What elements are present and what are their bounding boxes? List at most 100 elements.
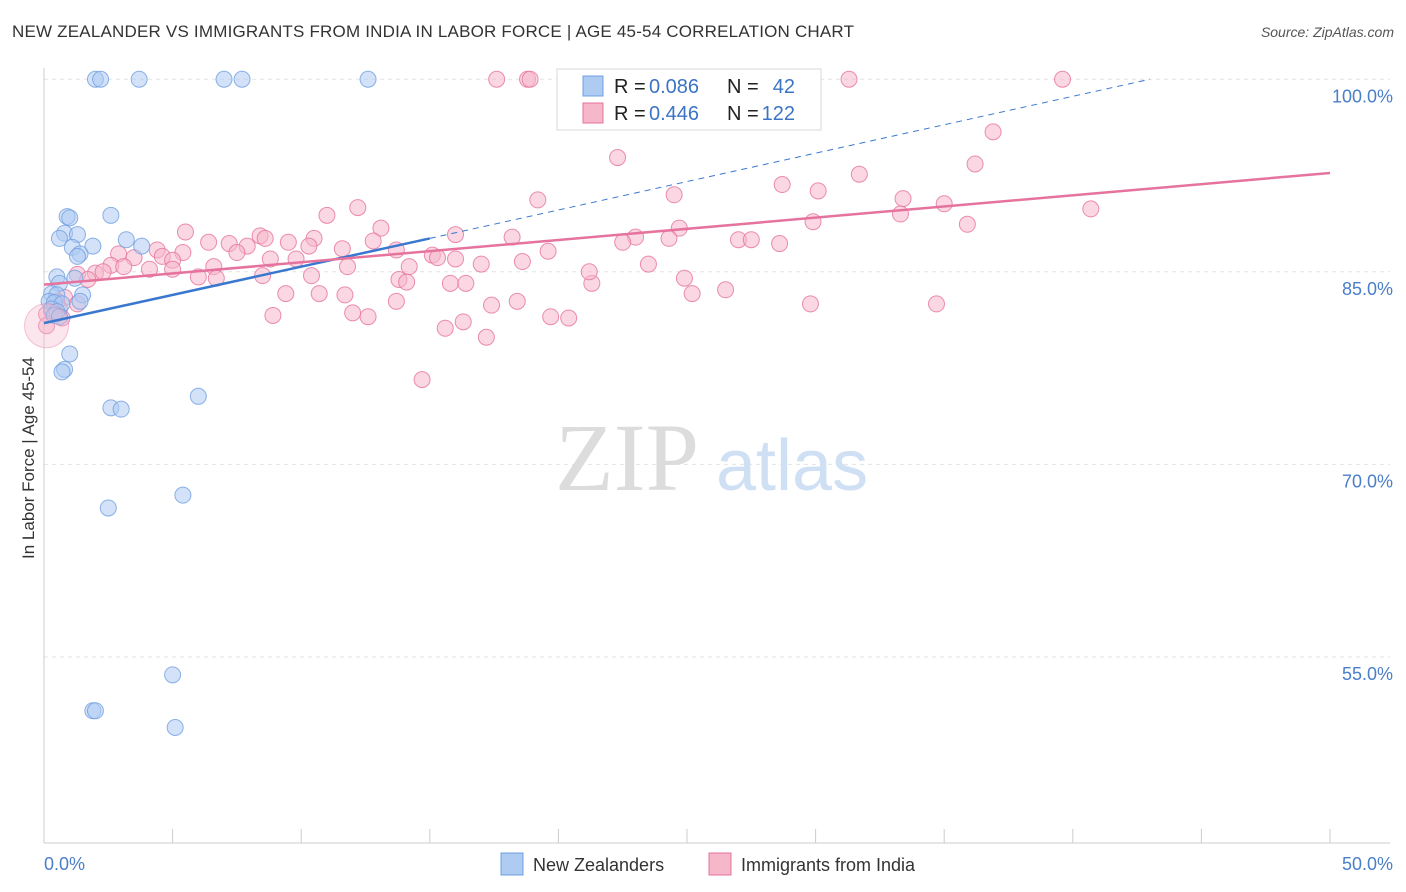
india-point-31 bbox=[364, 232, 382, 250]
india-point-92 bbox=[801, 295, 819, 313]
india-point-69 bbox=[189, 268, 207, 286]
nz-point-14 bbox=[133, 237, 151, 255]
india-point-75 bbox=[441, 274, 459, 292]
india-point-60 bbox=[115, 258, 133, 276]
india-point-84 bbox=[336, 286, 354, 304]
india-point-22 bbox=[372, 219, 390, 237]
india-point-51 bbox=[261, 250, 279, 268]
india-point-37 bbox=[771, 235, 789, 253]
india-point-41 bbox=[333, 240, 351, 258]
india-point-64 bbox=[338, 258, 356, 276]
india-point-43 bbox=[539, 242, 557, 260]
legend-label-india: Immigrants from India bbox=[741, 855, 916, 875]
india-point-83 bbox=[310, 285, 328, 303]
stats-r-value-1: 0.086 bbox=[649, 76, 699, 98]
india-point-52 bbox=[287, 250, 305, 268]
india-point-65 bbox=[400, 258, 418, 276]
india-point-11 bbox=[665, 186, 683, 204]
chart-title: NEW ZEALANDER VS IMMIGRANTS FROM INDIA I… bbox=[12, 22, 855, 41]
nz-point-38 bbox=[174, 486, 192, 504]
india-point-0 bbox=[488, 70, 506, 88]
nz-point-2 bbox=[130, 70, 148, 88]
india-point-58 bbox=[639, 255, 657, 273]
india-point-38 bbox=[614, 233, 632, 251]
india-point-105 bbox=[477, 328, 495, 346]
y-tick-label-3: 55.0% bbox=[1342, 664, 1393, 684]
nz-point-19 bbox=[66, 269, 84, 287]
stats-r-label-2: R = bbox=[614, 103, 646, 125]
india-point-3 bbox=[840, 70, 858, 88]
india-trend-line bbox=[43, 171, 1331, 286]
y-tick-label-2: 70.0% bbox=[1342, 471, 1393, 491]
nz-point-34 bbox=[53, 363, 71, 381]
stats-swatch-india bbox=[582, 102, 604, 124]
legend-swatch-new-zealanders bbox=[500, 852, 524, 876]
india-point-82 bbox=[277, 285, 295, 303]
india-point-98 bbox=[359, 308, 377, 326]
legend-swatch-india bbox=[708, 852, 732, 876]
india-point-40 bbox=[300, 237, 318, 255]
india-point-9 bbox=[773, 176, 791, 194]
india-point-20 bbox=[958, 215, 976, 233]
india-point-56 bbox=[472, 255, 490, 273]
india-point-24 bbox=[447, 226, 465, 244]
india-point-13 bbox=[935, 195, 953, 213]
india-point-12 bbox=[894, 190, 912, 208]
india-point-97 bbox=[344, 304, 362, 322]
series-legend: New Zealanders Immigrants from India bbox=[500, 852, 916, 876]
india-point-67 bbox=[94, 263, 112, 281]
india-point-14 bbox=[529, 191, 547, 209]
india-point-5 bbox=[984, 123, 1002, 141]
india-point-76 bbox=[457, 274, 475, 292]
legend-label-new-zealanders: New Zealanders bbox=[533, 855, 664, 875]
india-point-23 bbox=[176, 223, 194, 241]
nz-point-3 bbox=[215, 70, 233, 88]
watermark-zip: ZIP bbox=[555, 404, 699, 511]
stats-n-label-2: N = bbox=[727, 103, 759, 125]
india-point-93 bbox=[927, 295, 945, 313]
india-point-54 bbox=[447, 250, 465, 268]
source-note: Source: ZipAtlas.com bbox=[1260, 24, 1394, 40]
india-point-74 bbox=[398, 273, 416, 291]
stats-n-value-1: 42 bbox=[773, 76, 795, 98]
stats-swatch-new-zealanders bbox=[582, 75, 604, 97]
x-tick-label-1: 50.0% bbox=[1342, 854, 1393, 874]
nz-trend-extension bbox=[429, 78, 1151, 239]
india-point-90 bbox=[508, 292, 526, 310]
watermark-atlas: atlas bbox=[716, 426, 868, 506]
axis-labels: 100.0% 85.0% 70.0% 55.0% 0.0% 50.0% In Labor F… bbox=[19, 86, 1393, 874]
nz-point-35 bbox=[189, 387, 207, 405]
nz-point-12 bbox=[84, 237, 102, 255]
india-point-72 bbox=[302, 267, 320, 285]
nz-point-8 bbox=[102, 206, 120, 224]
india-point-7 bbox=[966, 155, 984, 173]
stats-r-value-2: 0.446 bbox=[649, 103, 699, 125]
india-point-61 bbox=[140, 260, 158, 278]
nz-point-37 bbox=[112, 400, 130, 418]
india-point-16 bbox=[318, 206, 336, 224]
nz-point-40 bbox=[164, 666, 182, 684]
india-point-large bbox=[24, 303, 70, 349]
india-point-47 bbox=[228, 244, 246, 262]
india-point-4 bbox=[1054, 70, 1072, 88]
nz-point-39 bbox=[99, 499, 117, 517]
india-point-2 bbox=[521, 70, 539, 88]
stats-r-label-1: R = bbox=[614, 76, 646, 98]
india-point-86 bbox=[683, 285, 701, 303]
india-point-104 bbox=[436, 319, 454, 337]
nz-point-43 bbox=[166, 718, 184, 736]
axes bbox=[43, 68, 1390, 844]
india-point-107 bbox=[413, 371, 431, 389]
y-tick-label-0: 100.0% bbox=[1332, 86, 1393, 106]
india-point-89 bbox=[387, 292, 405, 310]
nz-point-10 bbox=[50, 229, 68, 247]
trend-lines bbox=[43, 78, 1331, 325]
india-point-29 bbox=[256, 229, 274, 247]
india-point-34 bbox=[200, 233, 218, 251]
india-point-17 bbox=[1082, 200, 1100, 218]
india-point-57 bbox=[513, 253, 531, 271]
watermark: ZIP atlas bbox=[555, 404, 868, 511]
nz-point-7 bbox=[61, 209, 79, 227]
india-point-81 bbox=[717, 281, 735, 299]
x-tick-label-0: 0.0% bbox=[44, 854, 85, 874]
